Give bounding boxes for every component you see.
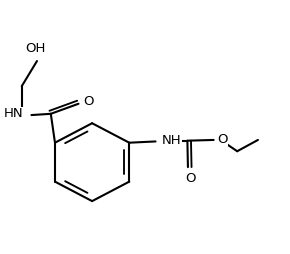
Text: O: O [217, 133, 227, 146]
Text: NH: NH [162, 134, 181, 147]
Text: OH: OH [26, 42, 46, 55]
Text: O: O [84, 95, 94, 108]
Text: O: O [185, 172, 195, 185]
Text: HN: HN [3, 107, 23, 120]
